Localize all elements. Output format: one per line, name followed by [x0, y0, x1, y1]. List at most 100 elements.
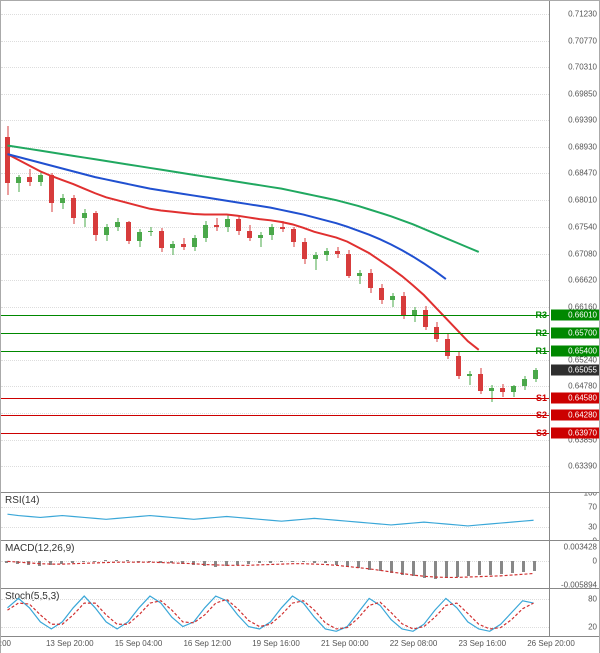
macd-label: MACD(12,26,9) — [5, 543, 74, 554]
macd-hist-bar — [236, 561, 239, 565]
gridline — [1, 173, 549, 174]
ytick-label: 100 — [584, 493, 597, 498]
gridline — [1, 527, 549, 528]
gridline — [1, 41, 549, 42]
gridline — [1, 466, 549, 467]
gridline — [1, 200, 549, 201]
sr-line-S2 — [1, 415, 549, 416]
macd-hist-bar — [489, 561, 492, 575]
xtick-label: 23 Sep 16:00 — [458, 639, 506, 648]
ytick-label: 0.003428 — [564, 543, 597, 552]
ytick-label: 0.69390 — [568, 116, 597, 125]
macd-hist-bar — [93, 561, 96, 562]
macd-hist-bar — [401, 561, 404, 575]
macd-hist-bar — [368, 561, 371, 570]
ytick-label: 0.68470 — [568, 169, 597, 178]
sr-tag-R2: 0.65700 — [551, 328, 599, 339]
macd-hist-bar — [159, 561, 162, 563]
gridline — [1, 599, 549, 600]
stoch-d — [7, 599, 533, 629]
macd-hist-bar — [137, 561, 140, 562]
gridline — [1, 254, 549, 255]
macd-hist-bar — [16, 561, 19, 564]
macd-hist-bar — [445, 561, 448, 578]
gridline — [1, 67, 549, 68]
macd-hist-bar — [170, 561, 173, 563]
gridline — [1, 386, 549, 387]
macd-hist-bar — [423, 561, 426, 578]
sr-label-R2: R2 — [535, 328, 547, 338]
price-plot-area[interactable]: R3R2R1S1S2S3 — [1, 1, 549, 492]
gridline — [1, 413, 549, 414]
xtick-label: 22 Sep 08:00 — [390, 639, 438, 648]
xtick-label: 12:00 — [0, 639, 11, 648]
macd-hist-bar — [478, 561, 481, 575]
rsi-plot-area: RSI(14) — [1, 493, 549, 540]
macd-hist-bar — [214, 561, 217, 567]
ytick-label: 70 — [588, 503, 597, 512]
sr-tag-S1: 0.64580 — [551, 392, 599, 403]
macd-panel[interactable]: MACD(12,26,9) 0.003428 0 -0.005894 — [1, 541, 599, 589]
ytick-label: 0.67080 — [568, 249, 597, 258]
ytick-label: 0.70770 — [568, 36, 597, 45]
macd-plot-area: MACD(12,26,9) — [1, 541, 549, 588]
sr-line-R1 — [1, 351, 549, 352]
macd-hist-bar — [313, 561, 316, 563]
gridline — [1, 360, 549, 361]
ma-fast — [7, 154, 478, 350]
ytick-label: 0.66620 — [568, 276, 597, 285]
rsi-line — [7, 514, 533, 526]
macd-yaxis: 0.003428 0 -0.005894 — [549, 541, 599, 588]
xtick-label: 26 Sep 20:00 — [527, 639, 575, 648]
gridline — [1, 227, 549, 228]
macd-hist-bar — [71, 561, 74, 563]
chart-container: R3R2R1S1S2S3 0.712300.707700.703100.6985… — [0, 0, 600, 653]
xtick-label: 15 Sep 04:00 — [115, 639, 163, 648]
macd-hist-bar — [522, 561, 525, 572]
macd-hist-bar — [467, 561, 470, 576]
macd-hist-bar — [324, 561, 327, 563]
sr-tag-S3: 0.63970 — [551, 428, 599, 439]
xtick-label: 13 Sep 20:00 — [46, 639, 94, 648]
macd-hist-bar — [49, 561, 52, 565]
gridline — [1, 280, 549, 281]
macd-hist-bar — [500, 561, 503, 574]
time-axis: 12:0013 Sep 20:0015 Sep 04:0016 Sep 12:0… — [1, 637, 599, 653]
sr-tag-S2: 0.64280 — [551, 410, 599, 421]
macd-hist-bar — [357, 561, 360, 568]
xtick-label: 21 Sep 00:00 — [321, 639, 369, 648]
ytick-label: 80 — [588, 594, 597, 603]
sr-tag-R3: 0.66010 — [551, 310, 599, 321]
stoch-panel[interactable]: Stoch(5,5,3) 8020 — [1, 589, 599, 637]
price-panel[interactable]: R3R2R1S1S2S3 0.712300.707700.703100.6985… — [1, 1, 599, 493]
rsi-yaxis: 10070300 — [549, 493, 599, 540]
ma-slow — [7, 145, 478, 251]
macd-signal — [7, 561, 533, 577]
macd-hist-bar — [203, 561, 206, 566]
ytick-label: 0.70310 — [568, 63, 597, 72]
macd-hist-bar — [412, 561, 415, 576]
indicator-lines — [1, 589, 549, 636]
sr-line-S1 — [1, 398, 549, 399]
ytick-label: 0 — [593, 557, 597, 566]
gridline — [1, 147, 549, 148]
gridline — [1, 627, 549, 628]
macd-hist-bar — [335, 561, 338, 565]
macd-hist-bar — [148, 561, 151, 562]
macd-hist-bar — [390, 561, 393, 573]
sr-line-R3 — [1, 315, 549, 316]
gridline — [1, 307, 549, 308]
macd-hist-bar — [280, 561, 283, 562]
stoch-k — [7, 596, 533, 631]
macd-hist-bar — [302, 561, 305, 562]
macd-hist-bar — [5, 561, 8, 563]
macd-hist-bar — [225, 561, 228, 566]
gridline — [1, 14, 549, 15]
gridline — [1, 120, 549, 121]
rsi-panel[interactable]: RSI(14) 10070300 — [1, 493, 599, 541]
macd-hist-bar — [456, 561, 459, 577]
macd-hist-bar — [247, 561, 250, 564]
current-price-tag: 0.65055 — [551, 365, 599, 376]
ytick-label: -0.005894 — [561, 580, 597, 589]
ytick-label: 0.69850 — [568, 89, 597, 98]
